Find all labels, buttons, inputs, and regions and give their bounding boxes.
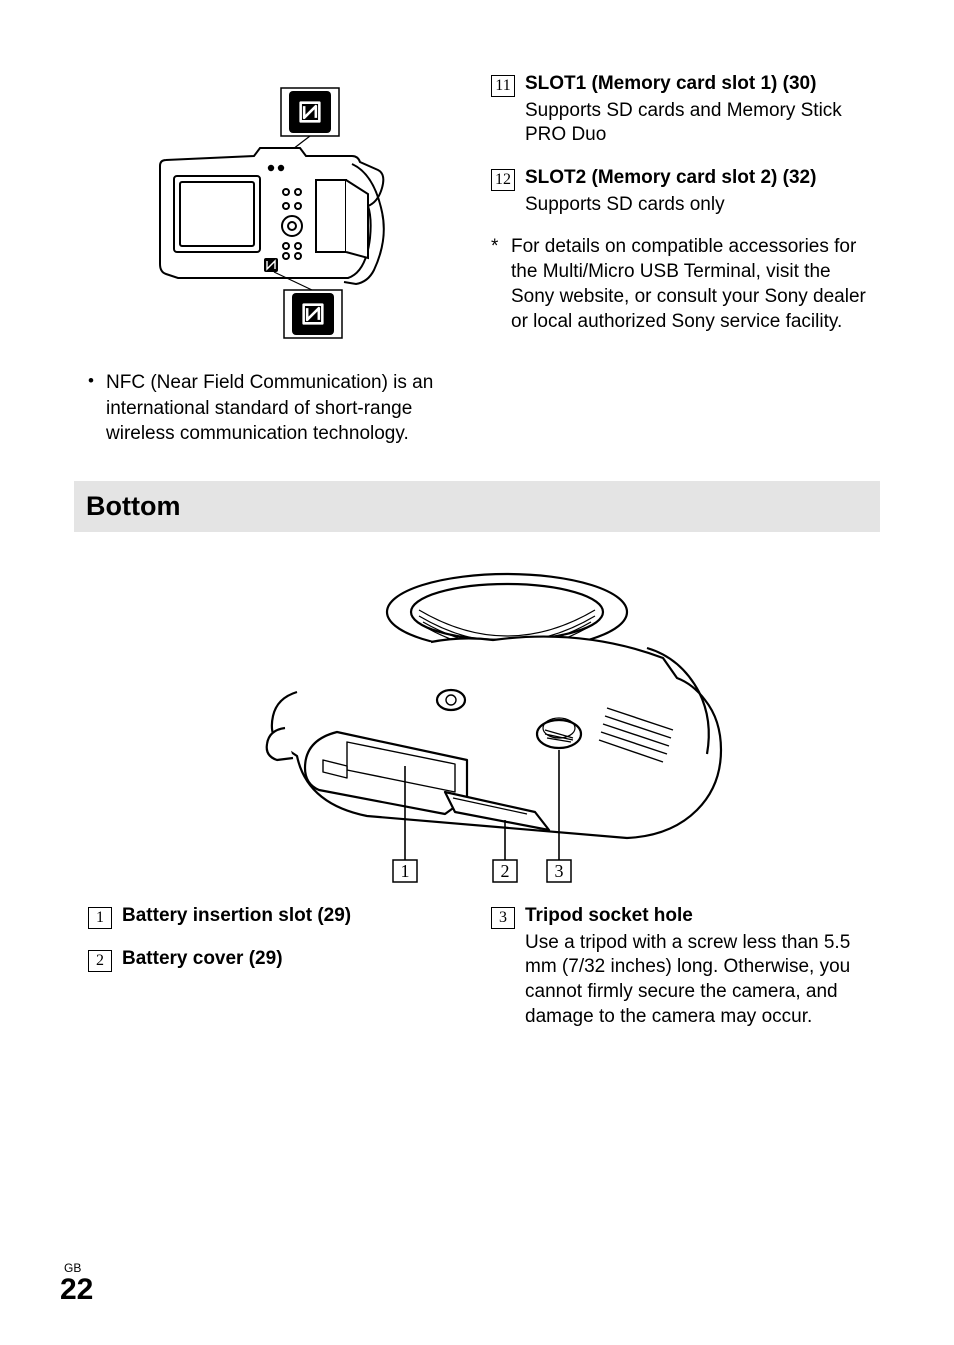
- footnote-text: For details on compatible accessories fo…: [511, 235, 866, 334]
- slot2-desc: Supports SD cards only: [525, 193, 866, 218]
- camera-bottom-illustration: 1 2 3: [207, 552, 747, 892]
- item-tripod-socket: 3 Tripod socket hole Use a tripod with a…: [491, 904, 866, 1029]
- num-box-11: 11: [491, 75, 515, 97]
- callout-3: 3: [555, 861, 564, 881]
- item-slot2: 12 SLOT2 (Memory card slot 2) (32) Suppo…: [491, 166, 866, 217]
- battery-cover-title: Battery cover (29): [122, 947, 463, 972]
- slot1-title: SLOT1 (Memory card slot 1) (30): [525, 72, 866, 97]
- camera-back-illustration: [116, 80, 436, 350]
- item-battery-slot: 1 Battery insertion slot (29): [88, 904, 463, 929]
- callout-2: 2: [501, 861, 510, 881]
- tripod-desc: Use a tripod with a screw less than 5.5 …: [525, 931, 866, 1030]
- bullet-icon: •: [88, 370, 106, 392]
- slot1-desc: Supports SD cards and Memory Stick PRO D…: [525, 99, 866, 148]
- item-battery-cover: 2 Battery cover (29): [88, 947, 463, 972]
- nfc-note: • NFC (Near Field Communication) is an i…: [88, 370, 463, 447]
- battery-slot-title: Battery insertion slot (29): [122, 904, 463, 929]
- asterisk-icon: *: [491, 235, 511, 260]
- tripod-title: Tripod socket hole: [525, 904, 866, 929]
- num-box-2: 2: [88, 950, 112, 972]
- item-slot1: 11 SLOT1 (Memory card slot 1) (30) Suppo…: [491, 72, 866, 148]
- section-title: Bottom: [86, 491, 868, 522]
- slot2-title: SLOT2 (Memory card slot 2) (32): [525, 166, 866, 191]
- callout-1: 1: [401, 861, 410, 881]
- nfc-note-text: NFC (Near Field Communication) is an int…: [106, 370, 463, 447]
- page-number: 22: [60, 1275, 93, 1305]
- num-box-3: 3: [491, 907, 515, 929]
- footnote: * For details on compatible accessories …: [491, 235, 866, 334]
- section-bottom: Bottom: [74, 481, 880, 532]
- page-footer: GB 22: [60, 1261, 93, 1305]
- num-box-1: 1: [88, 907, 112, 929]
- num-box-12: 12: [491, 169, 515, 191]
